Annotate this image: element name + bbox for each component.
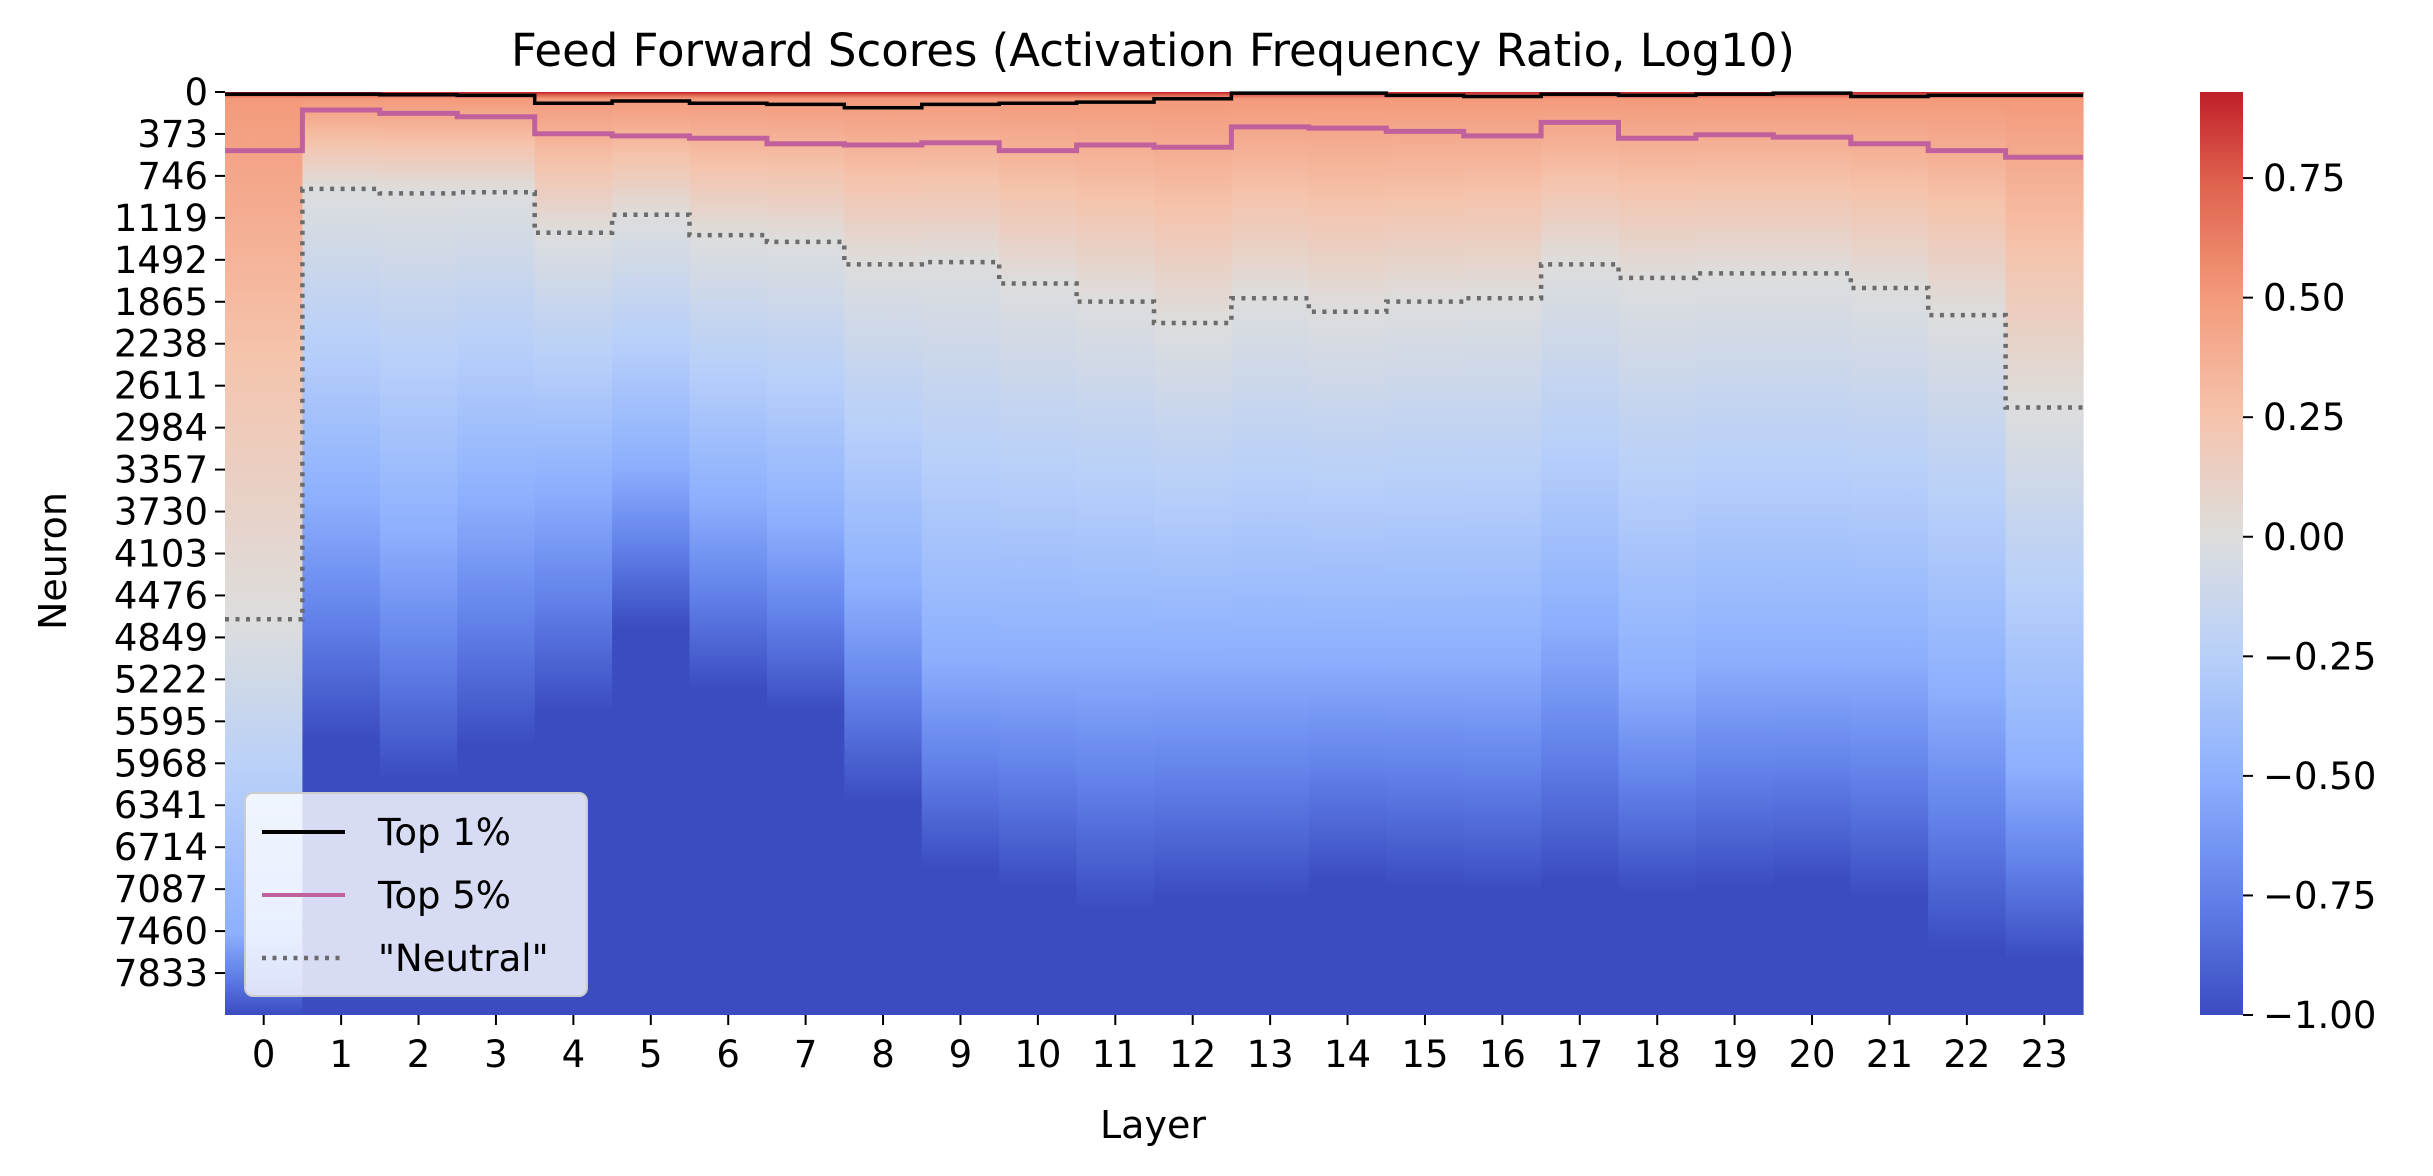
y-tick-label: 5595 — [114, 700, 208, 743]
heatmap-column-layer-9 — [921, 92, 1000, 1015]
colorbar-tick-label: 0.50 — [2263, 277, 2345, 320]
y-tick-label: 4849 — [114, 616, 208, 659]
legend-label: Top 5% — [377, 874, 511, 917]
heatmap-column-layer-10 — [999, 92, 1078, 1015]
y-tick-label: 5222 — [114, 658, 208, 701]
y-tick-label: 746 — [137, 155, 208, 198]
series-lines — [225, 91, 2083, 622]
x-tick-label: 20 — [1788, 1033, 1835, 1076]
series-line-2 — [225, 186, 2083, 622]
legend-box — [244, 792, 588, 997]
x-tick-label: 17 — [1556, 1033, 1603, 1076]
heatmap-column-layer-15 — [1386, 92, 1465, 1015]
heatmap-column-layer-7 — [766, 92, 845, 1015]
legend-label: Top 1% — [377, 811, 511, 854]
heatmap-column-layer-14 — [1308, 92, 1387, 1015]
x-tick-label: 12 — [1169, 1033, 1216, 1076]
axes: 0 1 2 3 4 5 6 7 8 9 10 11 12 13 14 15 16 17 18 19 20 21 22 2303… — [114, 71, 2068, 1076]
y-tick-label: 4103 — [114, 533, 208, 576]
y-tick-label: 7833 — [114, 952, 208, 995]
chart-title: Feed Forward Scores (Activation Frequenc… — [511, 24, 1795, 77]
x-tick-label: 15 — [1401, 1033, 1448, 1076]
series-line-1 — [225, 107, 2083, 160]
x-tick-label: 18 — [1634, 1033, 1681, 1076]
colorbar-tick-label: −0.25 — [2263, 635, 2376, 678]
x-tick-label: 1 — [329, 1033, 353, 1076]
x-tick-label: 14 — [1324, 1033, 1371, 1076]
heatmap-column-layer-5 — [612, 92, 691, 1015]
y-tick-label: 2984 — [114, 407, 208, 450]
colorbar: 0.75 0.50 0.25 0.00 −0.25 −0.50 −0.75 −1.00 — [2200, 92, 2376, 1037]
y-tick-label: 3357 — [114, 449, 208, 492]
y-tick-label: 0 — [184, 71, 208, 114]
y-tick-label: 1119 — [114, 197, 208, 240]
x-tick-label: 21 — [1866, 1033, 1913, 1076]
x-tick-label: 16 — [1479, 1033, 1526, 1076]
heatmap-column-layer-8 — [844, 92, 923, 1015]
y-tick-label: 1492 — [114, 239, 208, 282]
heatmap-column-layer-6 — [689, 92, 768, 1015]
colorbar-tick-label: 0.75 — [2263, 157, 2345, 200]
heatmap-column-layer-21 — [1850, 92, 1929, 1015]
x-tick-label: 3 — [484, 1033, 508, 1076]
legend: Top 1% Top 5% "Neutral" — [244, 792, 588, 997]
y-tick-label: 4476 — [114, 574, 208, 617]
y-tick-label: 7087 — [114, 868, 208, 911]
y-tick-label: 6341 — [114, 784, 208, 827]
x-tick-label: 8 — [871, 1033, 895, 1076]
colorbar-tick-label: −0.50 — [2263, 755, 2376, 798]
colorbar-gradient — [2200, 92, 2243, 1015]
heatmap-column-layer-23 — [2005, 92, 2084, 1015]
legend-label: "Neutral" — [378, 937, 549, 980]
y-tick-label: 6714 — [114, 826, 208, 869]
x-tick-label: 4 — [562, 1033, 586, 1076]
y-tick-label: 5968 — [114, 742, 208, 785]
y-tick-label: 3730 — [114, 491, 208, 534]
colorbar-tick-label: 0.00 — [2263, 516, 2345, 559]
x-tick-label: 23 — [2021, 1033, 2068, 1076]
x-tick-label: 0 — [252, 1033, 276, 1076]
x-tick-label: 11 — [1092, 1033, 1139, 1076]
y-tick-label: 7460 — [114, 910, 208, 953]
y-tick-label: 1865 — [114, 281, 208, 324]
x-tick-label: 5 — [639, 1033, 663, 1076]
heatmap-column-layer-18 — [1618, 92, 1697, 1015]
y-axis-label: Neuron — [31, 492, 75, 630]
x-tick-label: 6 — [716, 1033, 740, 1076]
colorbar-tick-label: 0.25 — [2263, 396, 2345, 439]
colorbar-tick-label: −1.00 — [2263, 994, 2376, 1037]
heatmap-column-layer-16 — [1463, 92, 1542, 1015]
heatmap-column-layer-20 — [1773, 92, 1852, 1015]
x-tick-label: 9 — [949, 1033, 973, 1076]
heatmap-column-layer-19 — [1695, 92, 1774, 1015]
colorbar-tick-label: −0.75 — [2263, 874, 2376, 917]
x-tick-label: 22 — [1943, 1033, 1990, 1076]
series-line-0 — [225, 91, 2083, 110]
x-axis-label: Layer — [1100, 1103, 1206, 1147]
y-tick-label: 2611 — [114, 365, 208, 408]
x-tick-label: 13 — [1247, 1033, 1294, 1076]
heatmap-column-layer-12 — [1154, 92, 1233, 1015]
heatmap-column-layer-17 — [1541, 92, 1620, 1015]
heatmap-column-layer-13 — [1231, 92, 1310, 1015]
x-tick-label: 7 — [794, 1033, 818, 1076]
y-tick-label: 373 — [137, 113, 208, 156]
heatmap-column-layer-11 — [1076, 92, 1155, 1015]
y-tick-label: 2238 — [114, 323, 208, 366]
x-tick-label: 19 — [1711, 1033, 1758, 1076]
heatmap-column-layer-22 — [1928, 92, 2007, 1015]
x-tick-label: 2 — [407, 1033, 431, 1076]
x-tick-label: 10 — [1014, 1033, 1061, 1076]
